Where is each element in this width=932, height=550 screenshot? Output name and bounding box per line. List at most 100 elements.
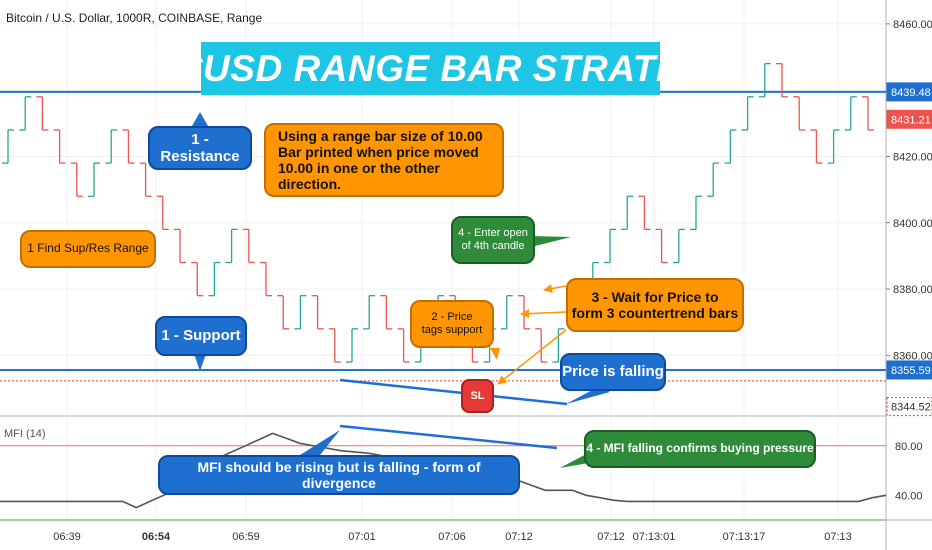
ohlc-bar xyxy=(294,295,307,330)
wait-line: 3 - Wait for Price to xyxy=(591,288,719,305)
ohlc-bar xyxy=(311,295,324,330)
ohlc-bar xyxy=(776,63,788,98)
x-tick-label: 07:13:01 xyxy=(633,531,676,543)
support-pointer xyxy=(194,354,206,371)
mfi-divergence-text: MFI should be rising but is falling - fo… xyxy=(197,458,481,491)
x-tick-label: 06:54 xyxy=(142,531,171,543)
ohlc-bar xyxy=(604,228,616,264)
wait-arrow-1 xyxy=(543,284,567,293)
ohlc-bar xyxy=(862,96,874,131)
ohlc-bar xyxy=(844,96,857,131)
enter-callout: 4 - Enter open of 4th candle xyxy=(451,216,535,264)
mfi-confirms-callout: 4 - MFI falling confirms buying pressure xyxy=(584,430,816,468)
x-tick-label: 07:12 xyxy=(597,531,625,543)
price-tag-box xyxy=(886,360,932,380)
ohlc-bar xyxy=(707,162,720,197)
range-bars xyxy=(2,63,874,363)
ohlc-bar xyxy=(690,195,702,231)
range-note-line: 10.00 in one or the other direction. xyxy=(278,160,440,193)
ohlc-bar xyxy=(36,96,49,131)
range-note-line: Bar printed when price moved xyxy=(278,143,479,160)
ohlc-bar xyxy=(346,328,358,363)
ohlc-bar xyxy=(500,295,513,330)
range-note-line: Using a range bar size of 10.00 xyxy=(278,127,483,144)
resistance-pointer xyxy=(192,112,208,126)
mfi-trendline xyxy=(339,424,558,450)
ohlc-bar xyxy=(827,129,840,164)
ohlc-bar xyxy=(741,96,754,131)
price-tag-label: 8355.59 xyxy=(891,365,931,377)
ohlc-bar xyxy=(19,96,32,131)
mfi-tick-label: 80.00 xyxy=(895,441,923,453)
price-trendline xyxy=(339,378,568,406)
ohlc-bar xyxy=(638,195,651,231)
support-text: 1 - Support xyxy=(161,327,241,345)
ohlc-bar xyxy=(191,261,204,297)
ohlc-bar xyxy=(655,228,668,264)
x-tick-label: 07:13:17 xyxy=(723,531,766,543)
price-tag-label: 8439.48 xyxy=(891,87,931,99)
ohlc-bar xyxy=(174,228,186,264)
ohlc-bar xyxy=(552,328,565,363)
support-callout: 1 - Support xyxy=(155,316,247,356)
mfi-tick-label: 40.00 xyxy=(895,490,923,502)
y-tick-label: 8360.00 xyxy=(893,350,932,362)
ohlc-bar xyxy=(793,96,806,131)
x-tick-label: 06:59 xyxy=(232,531,260,543)
ohlc-bar xyxy=(70,162,83,197)
ohlc-bar xyxy=(277,295,290,330)
price-tags-pointer xyxy=(490,348,500,360)
price-tag-label: 8344.52 xyxy=(891,402,931,414)
ohlc-bar xyxy=(363,295,376,330)
price-falling-callout: Price is falling xyxy=(560,353,666,391)
ohlc-bar xyxy=(2,129,14,164)
ohlc-bar xyxy=(724,129,737,164)
price-tag-stop: 8344.52 xyxy=(886,397,932,417)
stop-loss-callout: SL xyxy=(461,379,494,413)
symbol-label: Bitcoin / U.S. Dollar, 1000R, COINBASE, … xyxy=(6,11,263,25)
range-note-callout: Using a range bar size of 10.00 Bar prin… xyxy=(264,123,504,197)
y-tick-label: 8380.00 xyxy=(893,284,932,296)
y-tick-label: 8460.00 xyxy=(893,19,932,31)
wait-arrow-2 xyxy=(520,309,567,319)
ohlc-bar xyxy=(105,129,118,164)
x-tick-label: 07:06 xyxy=(438,531,466,543)
y-tick-label: 8420.00 xyxy=(893,151,932,163)
wait-line: form 3 countertrend bars xyxy=(571,305,739,321)
find-range-callout: 1 Find Sup/Res Range xyxy=(20,230,156,268)
ohlc-bar xyxy=(621,195,634,231)
ohlc-bar xyxy=(758,63,771,98)
ohlc-bar xyxy=(208,261,221,297)
enter-line: of 4th candle xyxy=(461,240,525,252)
ohlc-bar xyxy=(122,129,135,164)
ohlc-bar xyxy=(156,195,169,231)
price-tags-callout: 2 - Price tags support xyxy=(410,300,494,348)
price-falling-text: Price is falling xyxy=(562,363,664,381)
ohlc-bar xyxy=(260,261,272,297)
price-tag-last: 8431.21 xyxy=(886,109,932,129)
strategy-title-banner: BTCUSD RANGE BAR STRATEGY xyxy=(126,42,735,95)
time-axis: 06:39 06:54 06:59 07:01 07:06 07:12 07:12 07:13… xyxy=(53,531,852,543)
ohlc-bar xyxy=(328,328,341,363)
ohlc-bar xyxy=(397,328,410,363)
mfi-confirms-text: 4 - MFI falling confirms buying pressure xyxy=(586,441,814,456)
mfi-divergence-pointer xyxy=(300,430,340,455)
wait-callout: 3 - Wait for Price to form 3 countertren… xyxy=(566,278,744,332)
price-tags-line: tags support xyxy=(421,324,483,336)
price-tag-label: 8431.21 xyxy=(891,114,931,126)
ohlc-bar xyxy=(88,162,100,197)
mfi-divergence-callout: MFI should be rising but is falling - fo… xyxy=(158,455,520,495)
ohlc-bar xyxy=(242,228,255,264)
ohlc-bar xyxy=(535,328,548,363)
enter-line: 4 - Enter open xyxy=(458,227,528,240)
resistance-text: 1 - Resistance xyxy=(160,130,240,165)
y-tick-label: 8400.00 xyxy=(893,218,932,230)
ohlc-bar xyxy=(139,162,152,197)
price-tag-resistance: 8439.48 xyxy=(886,82,932,102)
ohlc-bar xyxy=(225,228,238,264)
price-tags-line: 2 - Price xyxy=(431,311,473,324)
price-tag-box xyxy=(886,82,932,102)
x-tick-label: 07:13 xyxy=(824,531,852,543)
mfi-label: MFI (14) xyxy=(4,428,46,440)
find-range-text: 1 Find Sup/Res Range xyxy=(27,241,149,256)
